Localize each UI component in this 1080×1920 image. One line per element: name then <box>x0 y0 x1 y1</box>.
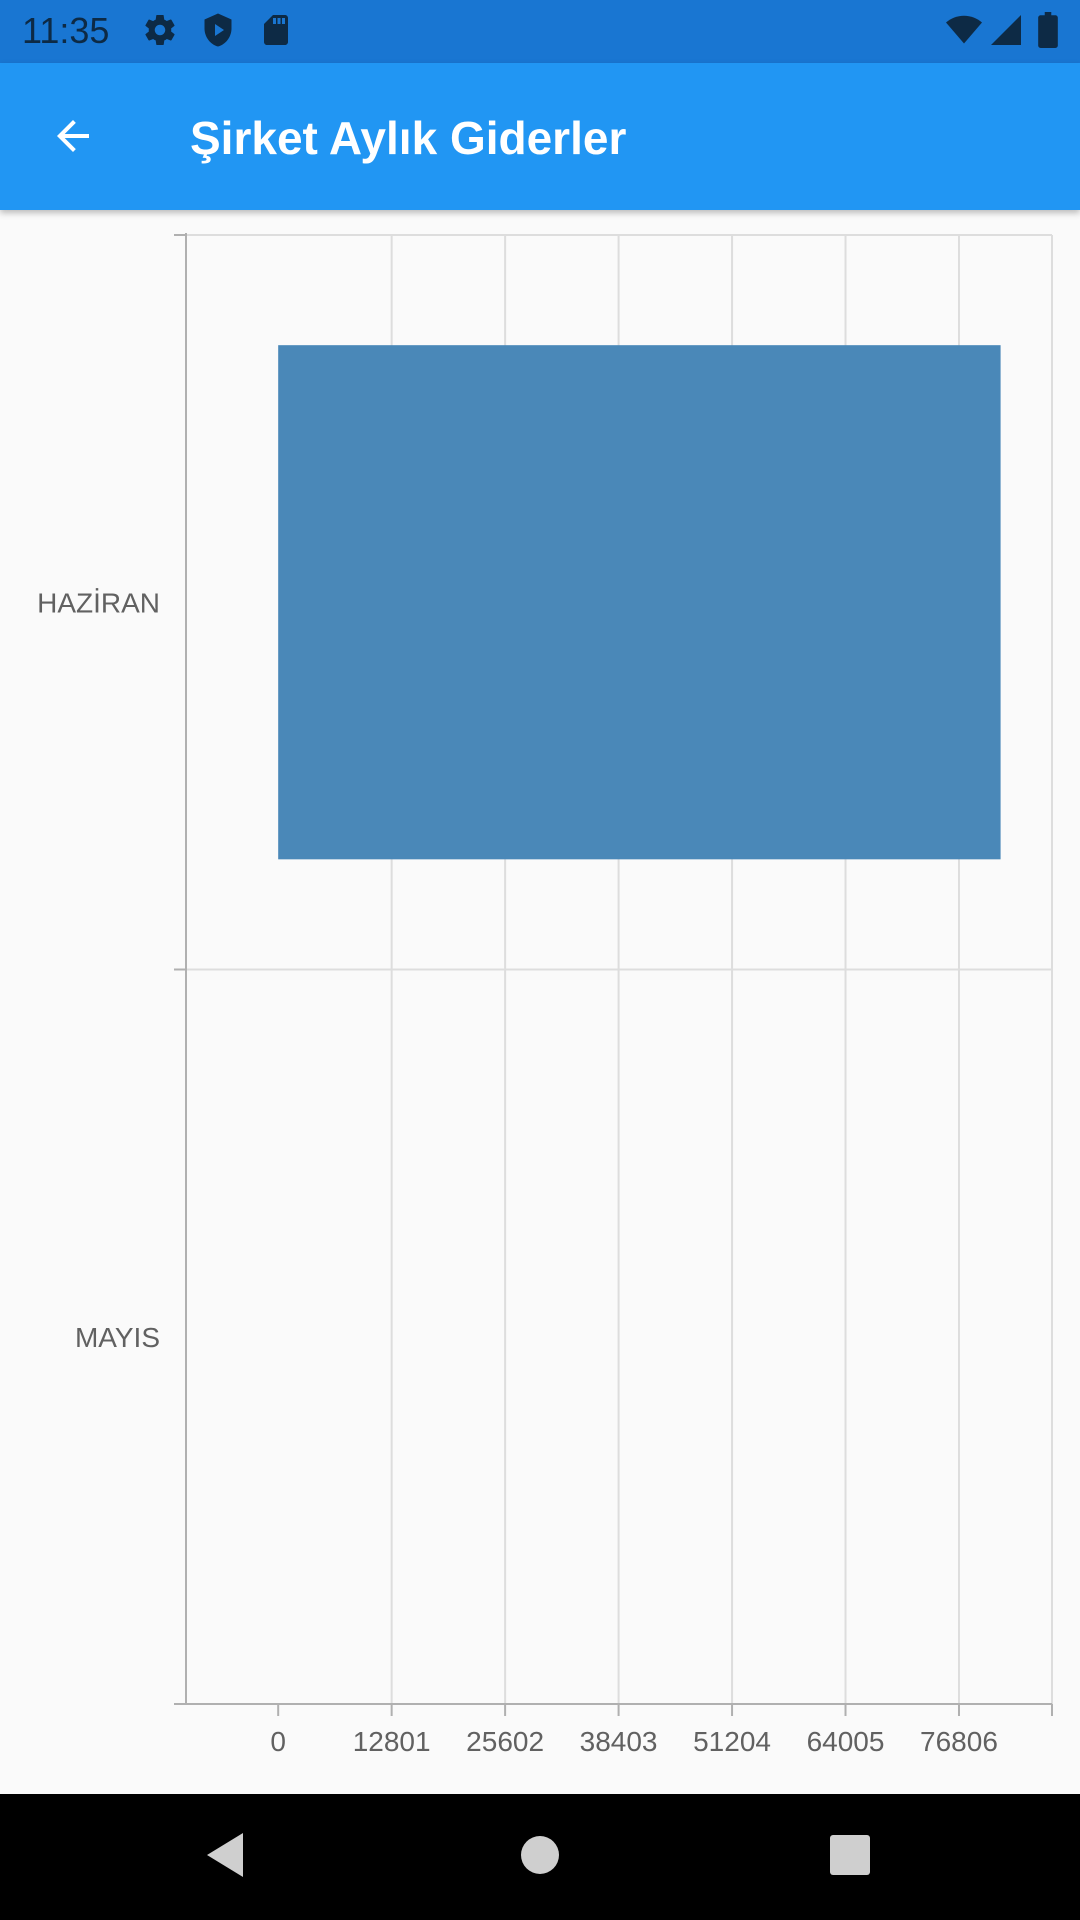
x-tick-label: 76806 <box>920 1726 998 1757</box>
back-button[interactable] <box>38 103 108 173</box>
arrow-back-icon <box>49 112 97 165</box>
home-circle-icon <box>519 1834 561 1881</box>
category-label: MAYIS <box>75 1322 160 1353</box>
chart-svg: 0 12801 25602 38403 51204 64005 76806 HAZİRAN MA… <box>37 233 1053 1757</box>
navigation-bar <box>0 1794 1080 1920</box>
x-tick-label: 64005 <box>807 1726 885 1757</box>
nav-home-button[interactable] <box>460 1794 620 1920</box>
recents-square-icon <box>830 1834 870 1880</box>
page-title: Şirket Aylık Giderler <box>190 112 627 164</box>
category-label: HAZİRAN <box>37 587 160 618</box>
status-bar: 11:35 <box>0 0 1080 63</box>
x-tick-label: 51204 <box>693 1726 771 1757</box>
bar <box>278 345 1001 860</box>
x-tick-label: 12801 <box>353 1726 431 1757</box>
x-tick-label: 25602 <box>466 1726 544 1757</box>
signal-icon <box>988 12 1024 53</box>
app-bar: Şirket Aylık Giderler <box>0 63 1080 210</box>
x-tick-label: 38403 <box>580 1726 658 1757</box>
back-triangle-icon <box>203 1831 247 1884</box>
battery-icon <box>1036 12 1060 53</box>
x-tick-label: 0 <box>270 1726 286 1757</box>
shield-play-icon <box>200 12 236 53</box>
nav-recents-button[interactable] <box>770 1794 930 1920</box>
status-time: 11:35 <box>22 10 110 51</box>
wifi-icon <box>944 12 984 53</box>
bar-chart: 0 12801 25602 38403 51204 64005 76806 HAZİRAN MA… <box>0 210 1080 1794</box>
gear-icon <box>142 12 178 53</box>
nav-back-button[interactable] <box>145 1794 305 1920</box>
sd-card-icon <box>258 12 294 53</box>
